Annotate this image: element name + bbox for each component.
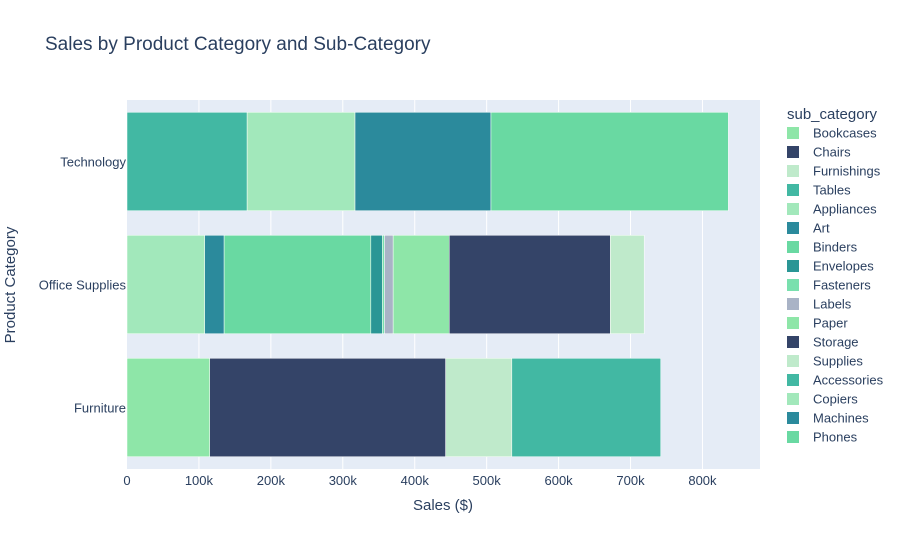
legend-label: Chairs — [813, 145, 851, 160]
legend-item[interactable]: Bookcases — [787, 126, 877, 141]
legend-item[interactable]: Copiers — [787, 392, 858, 407]
legend-swatch — [787, 203, 799, 215]
y-tick-label: Technology — [60, 155, 126, 170]
bar-supplies[interactable] — [610, 235, 645, 334]
chart-title: Sales by Product Category and Sub-Catego… — [45, 34, 431, 55]
legend-item[interactable]: Labels — [787, 297, 852, 312]
bar-chairs[interactable] — [209, 358, 446, 457]
legend-swatch — [787, 260, 799, 272]
legend-label: Binders — [813, 240, 858, 255]
legend-item[interactable]: Supplies — [787, 354, 863, 369]
legend-swatch — [787, 431, 799, 443]
legend-label: Storage — [813, 335, 859, 350]
legend-item[interactable]: Chairs — [787, 145, 851, 160]
legend-swatch — [787, 355, 799, 367]
x-tick-label: 200k — [257, 473, 286, 488]
legend-title: sub_category — [787, 106, 878, 123]
legend-label: Machines — [813, 411, 869, 426]
legend-label: Art — [813, 221, 830, 236]
legend-label: Copiers — [813, 392, 858, 407]
legend-swatch — [787, 146, 799, 158]
legend-item[interactable]: Art — [787, 221, 830, 236]
legend-label: Phones — [813, 430, 858, 445]
legend-swatch — [787, 412, 799, 424]
bar-art[interactable] — [204, 235, 225, 334]
legend-item[interactable]: Storage — [787, 335, 859, 350]
legend-label: Labels — [813, 297, 852, 312]
legend-label: Furnishings — [813, 164, 881, 179]
bar-paper[interactable] — [392, 235, 450, 334]
legend-item[interactable]: Phones — [787, 430, 858, 445]
legend-swatch — [787, 317, 799, 329]
x-tick-label: 800k — [688, 473, 717, 488]
x-axis-title: Sales ($) — [413, 497, 473, 514]
legend-item[interactable]: Envelopes — [787, 259, 874, 274]
legend-swatch — [787, 184, 799, 196]
x-axis-ticks: 0 100k 200k 300k 400k 500k 600k 700k 800k — [123, 473, 717, 488]
bar-tables[interactable] — [511, 358, 661, 457]
legend-swatch — [787, 241, 799, 253]
y-axis-ticks: Furniture Office Supplies Technology — [39, 155, 127, 416]
bar-fasteners[interactable] — [382, 235, 385, 334]
legend-item[interactable]: Paper — [787, 316, 848, 331]
bar-accessories[interactable] — [126, 112, 248, 211]
x-tick-label: 0 — [123, 473, 130, 488]
bar-bookcases[interactable] — [126, 358, 210, 457]
bar-labels[interactable] — [384, 235, 394, 334]
x-tick-label: 300k — [329, 473, 358, 488]
x-tick-label: 700k — [616, 473, 645, 488]
x-tick-label: 100k — [185, 473, 214, 488]
legend-swatch — [787, 393, 799, 405]
legend-label: Tables — [813, 183, 851, 198]
bar-phones[interactable] — [490, 112, 729, 211]
bar-appliances[interactable] — [126, 235, 205, 334]
legend-swatch — [787, 374, 799, 386]
legend-swatch — [787, 222, 799, 234]
legend-swatch — [787, 298, 799, 310]
y-tick-label: Office Supplies — [39, 278, 127, 293]
legend: sub_category Bookcases Chairs Furnishings T… — [787, 106, 884, 445]
legend-label: Appliances — [813, 202, 877, 217]
bar-furnishings[interactable] — [445, 358, 513, 457]
legend-swatch — [787, 279, 799, 291]
plot-area — [126, 100, 760, 469]
bar-machines[interactable] — [354, 112, 492, 211]
legend-item[interactable]: Furnishings — [787, 164, 881, 179]
legend-item[interactable]: Fasteners — [787, 278, 871, 293]
legend-swatch — [787, 336, 799, 348]
legend-item[interactable]: Machines — [787, 411, 869, 426]
y-tick-label: Furniture — [74, 401, 126, 416]
legend-item[interactable]: Binders — [787, 240, 858, 255]
legend-swatch — [787, 127, 799, 139]
bar-storage[interactable] — [449, 235, 611, 334]
x-tick-label: 400k — [401, 473, 430, 488]
bar-binders[interactable] — [223, 235, 372, 334]
legend-label: Accessories — [813, 373, 884, 388]
legend-item[interactable]: Appliances — [787, 202, 877, 217]
legend-label: Envelopes — [813, 259, 874, 274]
legend-label: Fasteners — [813, 278, 871, 293]
y-axis-title: Product Category — [2, 226, 19, 343]
x-tick-label: 600k — [544, 473, 573, 488]
bar-copiers[interactable] — [246, 112, 356, 211]
legend-item[interactable]: Tables — [787, 183, 851, 198]
legend-label: Supplies — [813, 354, 863, 369]
legend-item[interactable]: Accessories — [787, 373, 884, 388]
bar-envelopes[interactable] — [370, 235, 383, 334]
x-tick-label: 500k — [473, 473, 502, 488]
legend-label: Bookcases — [813, 126, 877, 141]
legend-swatch — [787, 165, 799, 177]
legend-label: Paper — [813, 316, 848, 331]
